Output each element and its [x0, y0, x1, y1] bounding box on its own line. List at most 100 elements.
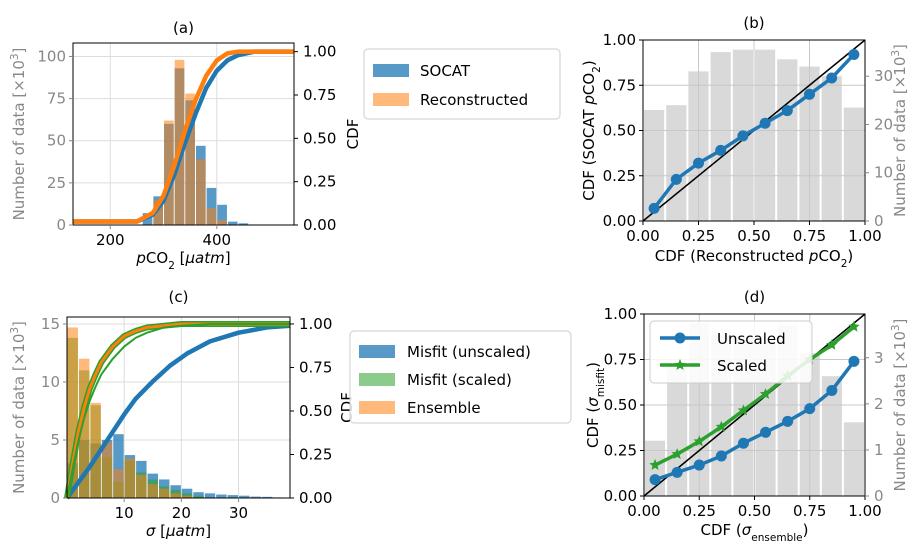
y2-tick-label: 1.00: [303, 43, 336, 61]
x-axis-label: CDF (σensemble): [701, 521, 809, 541]
label-part: Number of data [×10: [891, 57, 909, 217]
y-axis-label: Number of data [×103]: [9, 48, 28, 221]
y-tick-label: 1.00: [603, 31, 636, 49]
data-point: [671, 448, 683, 459]
label-part: p: [580, 95, 598, 106]
legend-swatch: [359, 345, 395, 358]
y2-tick-label: 3: [874, 349, 884, 367]
panel-title: (a): [173, 19, 194, 37]
y-tick-label: 50: [47, 132, 66, 150]
count-bar: [821, 76, 842, 221]
y-tick-label: 0.50: [604, 396, 637, 414]
data-point: [848, 48, 860, 60]
label-part: [: [175, 249, 186, 267]
panel-d: 0.00 0.25 0.50 0.75 1.00 0.00 0.25 0.50 0.75 1.00…: [584, 288, 909, 541]
hist-bar: [216, 494, 227, 498]
panel-title: (d): [744, 288, 765, 306]
label-part: σ: [146, 522, 156, 540]
label-part: ]: [10, 321, 28, 327]
y2-tick-label: 1: [874, 441, 884, 459]
count-bar: [710, 52, 731, 221]
legend-swatch: [373, 64, 409, 77]
hist-bar-reconstructed: [217, 219, 227, 225]
hist-bar: [227, 495, 239, 498]
cdf-line: [65, 323, 291, 500]
label-part: CO: [818, 247, 840, 265]
legend-swatch: [359, 401, 395, 414]
y-tick-label: 0.25: [603, 167, 636, 185]
data-point: [715, 144, 727, 156]
data-point: [804, 88, 815, 100]
data-point: [649, 459, 661, 470]
x-tick-label: 30: [229, 504, 248, 522]
cdf-line: [66, 322, 290, 499]
legend-marker: [674, 332, 686, 344]
hist-bar: [193, 492, 204, 498]
y2-tick-label: 0.25: [299, 445, 332, 463]
label-part: 3: [9, 327, 21, 334]
hist-bar-socat: [206, 187, 217, 225]
x-tick-label: 0.50: [738, 502, 771, 520]
x-tick-label: 0.00: [627, 502, 660, 520]
label-part: ]: [225, 249, 231, 267]
count-bar: [777, 59, 798, 221]
hist-bar: [250, 496, 261, 498]
panel-c: 10 20 30 0 5 10 15 0.00 0.25 0.50 0.75 1.00 (c) σ [μa…: [9, 288, 572, 540]
label-part: ensemble: [751, 532, 802, 541]
y-tick-label: 0.75: [603, 76, 636, 94]
label-part: Number of data [×10: [10, 334, 28, 494]
data-point: [649, 474, 661, 486]
label-part: 3: [9, 53, 21, 60]
x-tick-label: 0.75: [793, 502, 826, 520]
hist-bar-reconstructed: [195, 159, 206, 225]
hist-bar: [78, 358, 90, 498]
x-tick-label: 400: [202, 231, 231, 249]
data-point: [670, 173, 682, 185]
label-part: 3: [890, 324, 902, 331]
y-tick-label: 25: [47, 174, 66, 192]
data-point: [648, 202, 660, 214]
y-tick-label: 0: [50, 489, 60, 507]
hist-bar: [181, 495, 193, 498]
y2-tick-label: 2: [874, 395, 884, 413]
data-point: [693, 435, 705, 447]
legend-label: SOCAT: [420, 62, 471, 80]
data-point: [693, 157, 704, 169]
x-tick-label: 1.00: [848, 227, 881, 245]
hist-bar-reconstructed: [185, 93, 195, 225]
legend-box: [363, 48, 561, 120]
count-bar: [843, 422, 864, 496]
data-point: [671, 466, 683, 478]
hist-bar-reconstructed: [164, 120, 174, 225]
data-point: [737, 437, 749, 449]
data-point: [804, 403, 816, 415]
data-point: [737, 404, 750, 416]
data-point: [826, 384, 838, 396]
legend-label: Ensemble: [407, 399, 481, 417]
legend: Unscaled Scaled: [649, 320, 813, 384]
hist-bar: [113, 434, 124, 498]
hist-bar: [113, 468, 124, 498]
data-point: [848, 355, 860, 367]
label-part: 2: [591, 66, 603, 73]
y-tick-label: 0.50: [603, 122, 636, 140]
hist-bar: [136, 474, 147, 498]
hist-bar: [124, 458, 136, 498]
y2-tick-label: 0.75: [299, 358, 332, 376]
data-point: [759, 388, 772, 399]
plot-frame: [72, 42, 295, 226]
data-point: [737, 130, 749, 142]
legend-box: [349, 330, 572, 424]
label-part: p: [808, 247, 819, 265]
count-bar: [821, 376, 842, 496]
y-tick-label: 0: [56, 216, 66, 234]
y2-tick-label: 1.00: [299, 315, 332, 333]
hist-bar: [158, 488, 170, 498]
count-bar: [644, 109, 665, 221]
y-tick-label: 100: [37, 47, 66, 65]
count-bar: [843, 107, 864, 221]
x-tick-label: 0.75: [793, 227, 826, 245]
cdf-line-reconstructed: [73, 49, 294, 224]
data-point: [759, 117, 771, 129]
